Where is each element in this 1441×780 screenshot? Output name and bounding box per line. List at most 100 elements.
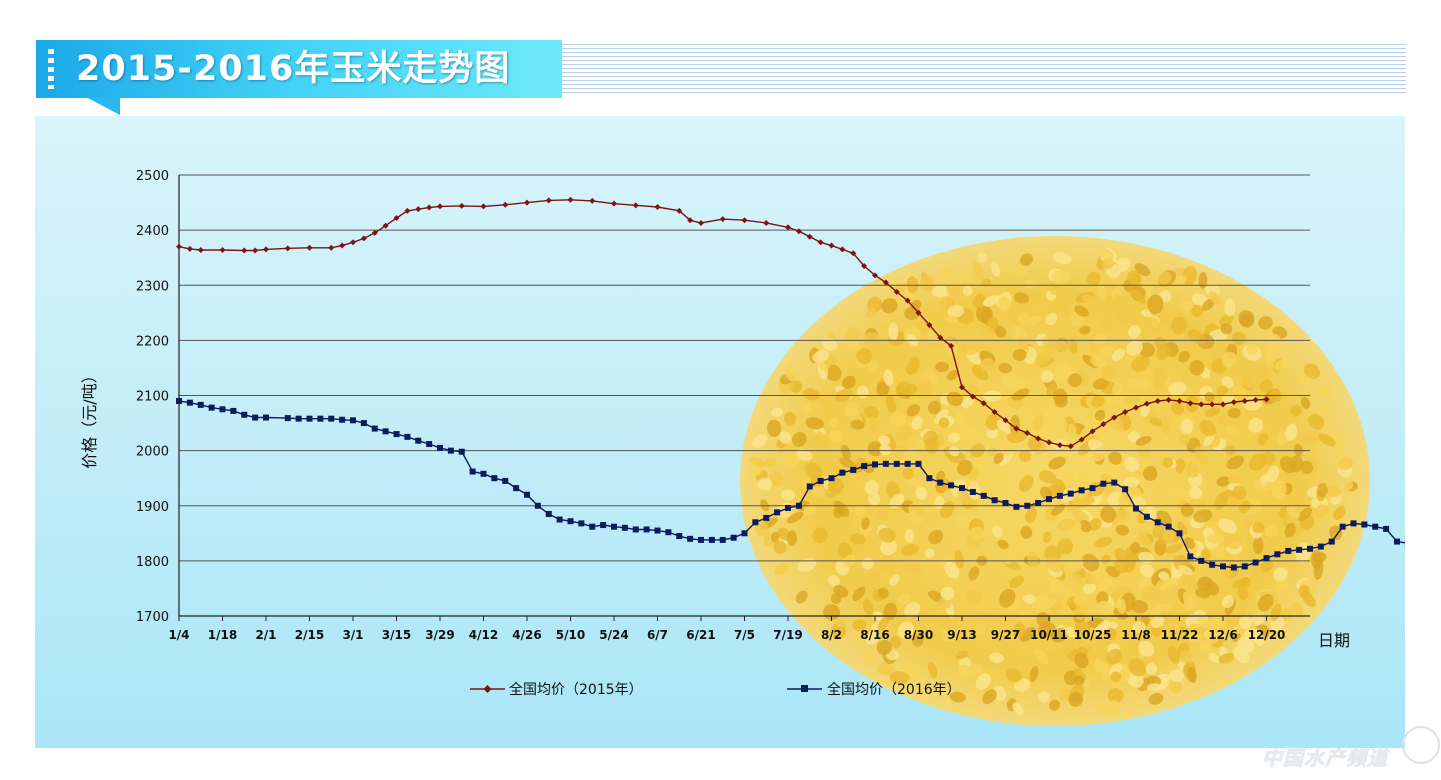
data-point (350, 417, 356, 424)
corn-kernel (862, 648, 876, 665)
corn-kernel (1094, 536, 1112, 548)
grid-lines (179, 174, 1310, 562)
corn-kernel (1208, 291, 1221, 306)
data-point (567, 518, 574, 525)
corn-kernel (1018, 450, 1031, 462)
data-point (893, 460, 900, 467)
data-point (1154, 519, 1161, 526)
corn-kernel (895, 425, 913, 442)
corn-kernel (904, 305, 921, 320)
corn-kernel (1032, 414, 1044, 432)
corn-kernel (1127, 377, 1141, 387)
corn-kernel (946, 283, 961, 296)
corn-kernel (1231, 331, 1246, 346)
corn-kernel (1217, 414, 1229, 425)
corn-kernel (833, 500, 850, 518)
corn-kernel (1011, 388, 1030, 401)
corn-kernel (1001, 373, 1016, 387)
corn-kernel (1335, 442, 1345, 454)
corn-kernel (1052, 478, 1065, 494)
data-point (1056, 492, 1063, 499)
corn-kernel (1204, 391, 1215, 403)
data-point (1241, 563, 1248, 570)
corn-kernel (1211, 545, 1225, 559)
corn-kernel (926, 328, 940, 342)
corn-kernel (1099, 317, 1114, 331)
corn-kernel (1196, 617, 1214, 630)
legend-label-2016: 全国均价（2016年） (827, 681, 961, 698)
data-point (785, 504, 791, 511)
corn-kernel (1179, 650, 1192, 664)
corn-kernel (866, 570, 880, 583)
y-tick-label: 1800 (136, 555, 169, 570)
corn-kernel (1127, 270, 1141, 285)
x-tick-label: 12/6 (1208, 628, 1237, 642)
data-point (360, 235, 367, 242)
corn-kernel (1090, 343, 1100, 353)
data-point (513, 485, 520, 492)
corn-kernel (1224, 298, 1236, 317)
corn-kernel (1178, 434, 1190, 446)
data-point (1220, 563, 1226, 570)
corn-kernel (1054, 296, 1070, 312)
corn-kernel (881, 298, 898, 314)
line-chart: 1700 1800 1900 2000 2100 2200 2300 2400 2500 1/4… (80, 169, 1405, 726)
data-point (698, 219, 704, 226)
data-point (915, 460, 922, 467)
corn-kernel (1088, 518, 1102, 531)
data-point (1187, 553, 1194, 560)
corn-kernel (946, 369, 959, 381)
corn-kernel (1145, 662, 1158, 675)
corn-kernel (1093, 378, 1109, 390)
corn-kernel (876, 639, 892, 656)
data-point (458, 448, 465, 455)
corn-kernel (842, 375, 856, 390)
corn-kernel (765, 457, 777, 468)
data-point (426, 441, 433, 448)
corn-kernel (1238, 615, 1253, 630)
corn-kernel (1158, 571, 1170, 581)
legend-marker-2015 (483, 685, 492, 693)
x-tick-label: 5/24 (599, 628, 628, 642)
corn-kernel (760, 499, 770, 512)
corn-kernel (878, 527, 896, 543)
corn-kernel (1007, 308, 1021, 326)
data-point (263, 414, 269, 421)
corn-kernel (889, 671, 910, 685)
data-point (1209, 401, 1216, 408)
data-point (872, 461, 878, 468)
corn-kernel (901, 544, 919, 556)
x-tick-label: 3/29 (425, 628, 454, 642)
corn-kernel (1076, 632, 1089, 643)
page-title: 2015-2016年玉米走势图 (76, 49, 511, 89)
corn-kernel (1138, 551, 1154, 564)
corn-kernel (1253, 536, 1264, 555)
corn-kernel (1191, 304, 1204, 317)
corn-kernel (852, 586, 866, 601)
data-point (360, 420, 367, 427)
corn-kernel (904, 529, 915, 543)
x-tick-label: 9/13 (947, 628, 976, 642)
corn-kernel (774, 563, 789, 576)
x-tick-label: 4/12 (469, 628, 498, 642)
corn-kernel (1124, 456, 1140, 473)
data-point (1307, 545, 1313, 552)
corn-kernel (1131, 355, 1150, 372)
watermark-text: 中国水产频道 (1262, 746, 1388, 770)
x-tick-label: 3/1 (342, 628, 363, 642)
data-point (350, 239, 356, 246)
data-point (1252, 559, 1259, 566)
corn-kernel (915, 486, 928, 501)
corn-kernel (1113, 293, 1123, 313)
y-tick-label: 2200 (136, 334, 169, 349)
x-tick-label: 2/15 (295, 628, 324, 642)
data-point (219, 246, 226, 253)
data-point (632, 202, 639, 209)
corn-kernel (1073, 675, 1085, 687)
x-tick-label: 6/21 (686, 628, 715, 642)
corn-kernel (876, 506, 890, 521)
corn-kernel (959, 425, 978, 441)
corn-kernel (751, 434, 768, 448)
corn-kernel (963, 384, 980, 400)
corn-kernel (1167, 623, 1178, 642)
